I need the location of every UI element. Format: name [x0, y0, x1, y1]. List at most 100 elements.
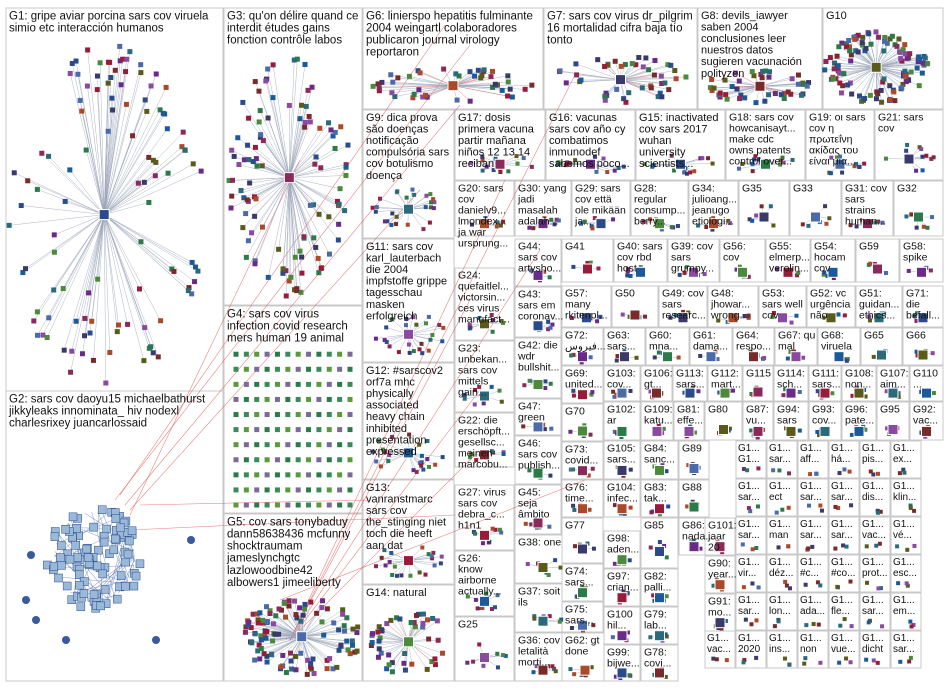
group-label-line: university	[639, 147, 686, 159]
graph-node	[840, 83, 846, 89]
group-label-g21: G21: sars cov	[878, 112, 924, 135]
graph-node	[750, 218, 755, 223]
graph-node	[742, 658, 747, 663]
graph-node	[824, 221, 829, 226]
graph-node	[337, 412, 343, 418]
graph-node	[754, 546, 759, 551]
group-label-g43: G43: sars em coronav...	[518, 289, 563, 323]
graph-node	[553, 669, 558, 674]
group-label-small: G1... non	[800, 633, 822, 655]
graph-node	[770, 315, 775, 320]
graph-node	[867, 92, 873, 98]
graph-edge	[103, 87, 167, 215]
graph-node	[862, 161, 867, 166]
group-label-line: manufact...	[458, 314, 510, 326]
graph-node	[855, 49, 861, 55]
graph-node	[612, 429, 617, 434]
group-label-line: sar...	[831, 492, 853, 503]
graph-node	[579, 221, 584, 226]
graph-node	[428, 205, 433, 210]
graph-edge	[394, 85, 454, 97]
hub-node	[403, 203, 414, 215]
graph-node	[648, 389, 653, 394]
graph-node	[388, 617, 394, 623]
group-label-line: sars cov	[458, 365, 498, 377]
graph-edge	[620, 70, 675, 80]
graph-node	[254, 611, 260, 617]
group-label-g4: G4: sars cov virus infection covid resear…	[227, 309, 348, 345]
group-label-line: orf7a mhc	[366, 377, 415, 389]
graph-node	[904, 214, 909, 219]
graph-node	[621, 589, 626, 594]
graph-node	[487, 539, 492, 544]
graph-node	[920, 168, 925, 173]
group-label-line: déz...	[769, 568, 793, 579]
graph-node	[467, 322, 472, 327]
graph-edge	[240, 177, 290, 191]
graph-node	[306, 457, 312, 463]
hub-node	[403, 328, 414, 340]
group-label-line: G72:	[565, 330, 588, 342]
graph-edge	[103, 214, 140, 290]
graph-node	[337, 502, 343, 508]
graph-node	[377, 439, 382, 444]
graph-node	[254, 457, 260, 463]
graph-node	[854, 161, 859, 166]
graph-node	[294, 288, 300, 294]
graph-node	[376, 88, 382, 94]
graph-node	[849, 503, 854, 508]
graph-node	[439, 554, 444, 559]
graph-node	[469, 222, 474, 227]
graph-node	[257, 134, 263, 140]
graph-node	[801, 81, 807, 87]
graph-node	[231, 153, 237, 159]
group-label-line: 16 mortalidad cifra baja tío	[547, 23, 683, 35]
graph-node	[760, 68, 766, 74]
graph-node	[682, 390, 687, 395]
graph-edge	[103, 214, 118, 332]
group-box-g4	[223, 305, 363, 514]
graph-node	[498, 170, 503, 175]
group-label-g112: G112: mart...	[711, 368, 741, 391]
group-label-g60: G60: mna...	[649, 330, 678, 353]
graph-node	[69, 348, 75, 354]
group-label-line: danielv9...	[458, 205, 506, 217]
graph-node	[658, 73, 664, 79]
hub-node	[616, 667, 628, 679]
graph-node	[344, 638, 350, 644]
graph-node	[410, 95, 416, 101]
group-label-line: G108:	[845, 368, 874, 380]
graph-node	[316, 270, 322, 276]
graph-node	[105, 80, 111, 86]
hub-node	[616, 425, 628, 437]
group-label-line: viruela	[821, 341, 852, 353]
graph-node	[343, 172, 349, 178]
graph-node	[648, 217, 653, 222]
graph-node	[293, 654, 299, 660]
group-label-line: physically	[366, 388, 414, 400]
graph-node	[546, 319, 551, 324]
group-label-small: G1... man	[769, 519, 791, 541]
graph-edge	[452, 84, 496, 86]
graph-edge	[22, 214, 105, 273]
group-label-line: partir mañana	[458, 135, 527, 147]
group-label-line: G18: sars cov	[729, 112, 795, 124]
hub-node	[887, 387, 899, 399]
graph-node	[142, 97, 148, 103]
graph-node	[884, 40, 890, 46]
graph-node	[312, 161, 318, 167]
graph-node	[880, 220, 885, 225]
group-label-line: know	[458, 564, 483, 576]
graph-node	[406, 73, 412, 79]
group-label-line: tagesschau	[366, 287, 422, 299]
graph-node	[573, 61, 579, 67]
graph-node	[495, 665, 500, 670]
group-label-small: G1... déz...	[769, 557, 793, 579]
graph-node	[484, 164, 489, 169]
graph-edge	[103, 214, 107, 384]
graph-node	[243, 457, 249, 463]
group-label-line: prot...	[862, 568, 888, 579]
graph-node	[432, 563, 437, 568]
graph-node	[493, 605, 498, 610]
group-label-line: G1...	[738, 481, 760, 492]
